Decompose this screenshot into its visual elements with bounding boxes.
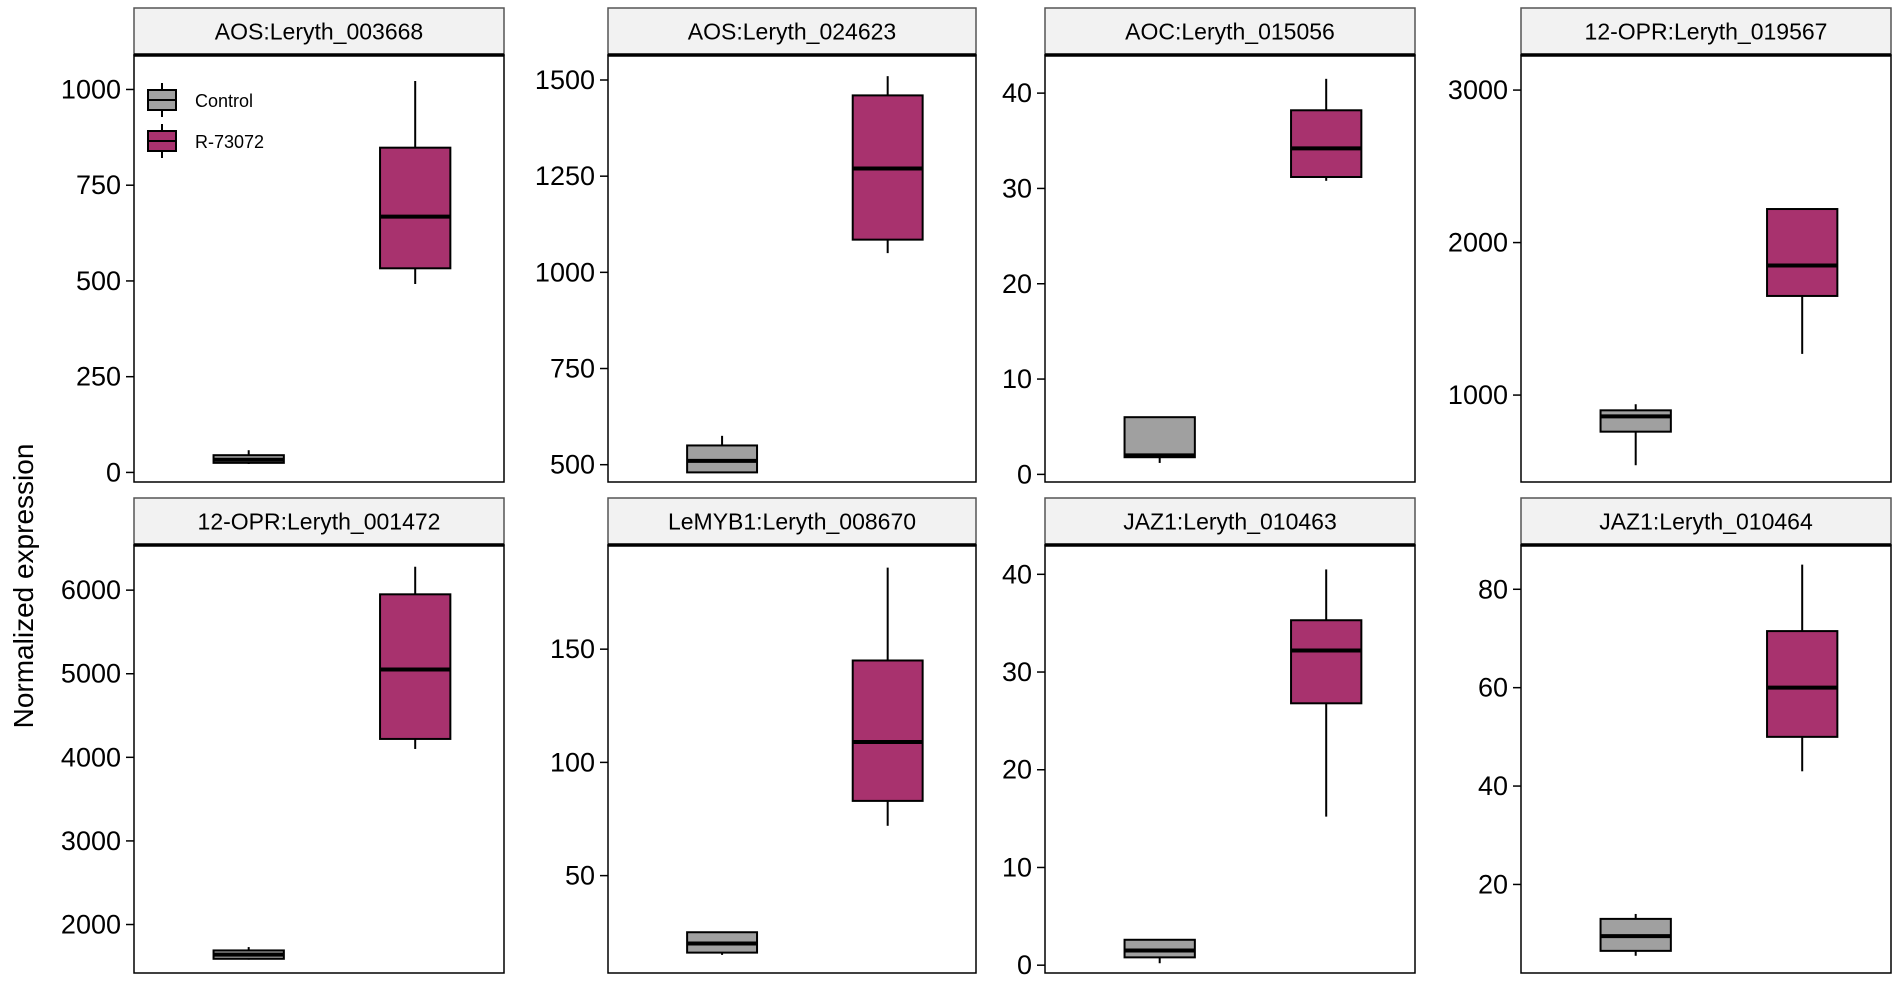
box-control (686, 931, 759, 955)
box-control (1123, 416, 1196, 463)
iqr-box (379, 146, 452, 270)
facet-panel: AOS:Leryth_003668 0 250 500 750 1000 (61, 7, 505, 487)
iqr-box (851, 659, 924, 802)
y-tick-label: 500 (550, 450, 595, 480)
y-tick-label: 10 (1002, 364, 1032, 394)
facet-title: AOS:Leryth_003668 (215, 19, 423, 45)
y-tick-label: 20 (1002, 269, 1032, 299)
y-tick-label: 750 (550, 354, 595, 384)
legend-label: Control (195, 91, 253, 111)
legend: Control R-73072 (147, 83, 264, 158)
y-tick-label: 30 (1002, 657, 1032, 687)
iqr-box (1766, 630, 1839, 738)
facet-strip (607, 497, 977, 546)
y-tick-label: 1500 (535, 65, 595, 95)
box-r-73072 (1766, 564, 1839, 772)
box-control (212, 947, 285, 960)
y-tick-label: 250 (76, 362, 121, 392)
facet-title: JAZ1:Leryth_010464 (1599, 509, 1813, 535)
facet-title: AOC:Leryth_015056 (1125, 19, 1335, 45)
iqr-box (1123, 416, 1196, 459)
legend-item: R-73072 (147, 124, 264, 158)
y-axis-label: Normalized expression (8, 444, 39, 729)
facet-panel: JAZ1:Leryth_010463 0 10 20 30 40 (1002, 497, 1416, 980)
box-r-73072 (851, 567, 924, 826)
box-r-73072 (1290, 78, 1363, 181)
facet-title: AOS:Leryth_024623 (688, 19, 896, 45)
y-tick-label: 100 (550, 747, 595, 777)
legend-item: Control (147, 83, 253, 117)
y-tick-label: 3000 (61, 826, 121, 856)
box-control (1123, 938, 1196, 964)
facet-title: 12-OPR:Leryth_001472 (198, 509, 441, 535)
legend-label: R-73072 (195, 132, 264, 152)
y-tick-label: 5000 (61, 659, 121, 689)
box-r-73072 (379, 566, 452, 749)
box-r-73072 (1766, 208, 1839, 354)
facet-panel: AOS:Leryth_024623 500 750 1000 1250 1500 (535, 7, 977, 483)
y-tick-label: 0 (106, 457, 121, 487)
facet-panel: JAZ1:Leryth_010464 20 40 60 80 (1478, 497, 1892, 974)
iqr-box (1766, 208, 1839, 297)
y-tick-label: 1250 (535, 161, 595, 191)
facet-title: LeMYB1:Leryth_008670 (668, 509, 916, 535)
facet-title: JAZ1:Leryth_010463 (1123, 509, 1337, 535)
box-r-73072 (851, 76, 924, 254)
facet-strip (1520, 497, 1892, 546)
iqr-box (1290, 109, 1363, 178)
y-tick-label: 2000 (1448, 228, 1508, 258)
facet-strip (133, 497, 505, 546)
facet-panel: 12-OPR:Leryth_019567 1000 2000 3000 (1448, 7, 1892, 483)
iqr-box (1290, 619, 1363, 705)
y-tick-label: 0 (1017, 950, 1032, 980)
facet-strip (1520, 7, 1892, 56)
facet-title: 12-OPR:Leryth_019567 (1585, 19, 1828, 45)
y-tick-label: 20 (1002, 755, 1032, 785)
facet-panel: 12-OPR:Leryth_001472 2000 3000 4000 5000 6000 (61, 497, 505, 974)
y-tick-label: 40 (1478, 771, 1508, 801)
y-tick-label: 150 (550, 634, 595, 664)
facet-strip (133, 7, 505, 56)
y-tick-label: 40 (1002, 559, 1032, 589)
facet-panel: AOC:Leryth_015056 0 10 20 30 40 (1002, 7, 1416, 489)
box-r-73072 (379, 81, 452, 285)
iqr-box (1599, 409, 1672, 433)
y-tick-label: 500 (76, 266, 121, 296)
y-tick-label: 1000 (61, 74, 121, 104)
y-tick-label: 80 (1478, 574, 1508, 604)
facet-strip (1044, 7, 1416, 56)
y-tick-label: 60 (1478, 673, 1508, 703)
y-tick-label: 2000 (61, 910, 121, 940)
y-tick-label: 3000 (1448, 75, 1508, 105)
facet-panel: LeMYB1:Leryth_008670 50 100 150 (550, 497, 977, 974)
y-tick-label: 1000 (535, 257, 595, 287)
y-tick-label: 20 (1478, 869, 1508, 899)
box-control (212, 450, 285, 465)
y-tick-label: 50 (565, 861, 595, 891)
box-control (1599, 404, 1672, 466)
y-tick-label: 1000 (1448, 380, 1508, 410)
y-tick-label: 40 (1002, 78, 1032, 108)
box-r-73072 (1290, 569, 1363, 817)
y-tick-label: 10 (1002, 852, 1032, 882)
y-tick-label: 0 (1017, 459, 1032, 489)
y-tick-label: 30 (1002, 173, 1032, 203)
facet-strip (607, 7, 977, 56)
facet-strip (1044, 497, 1416, 546)
panel-border (1520, 544, 1892, 974)
y-tick-label: 6000 (61, 575, 121, 605)
panel-border (1044, 544, 1416, 974)
iqr-box (379, 593, 452, 740)
box-control (1599, 913, 1672, 956)
y-tick-label: 750 (76, 170, 121, 200)
box-control (686, 435, 759, 474)
panels-layer: AOS:Leryth_00366802505007501000AOS:Leryt… (61, 7, 1892, 980)
y-tick-label: 4000 (61, 742, 121, 772)
